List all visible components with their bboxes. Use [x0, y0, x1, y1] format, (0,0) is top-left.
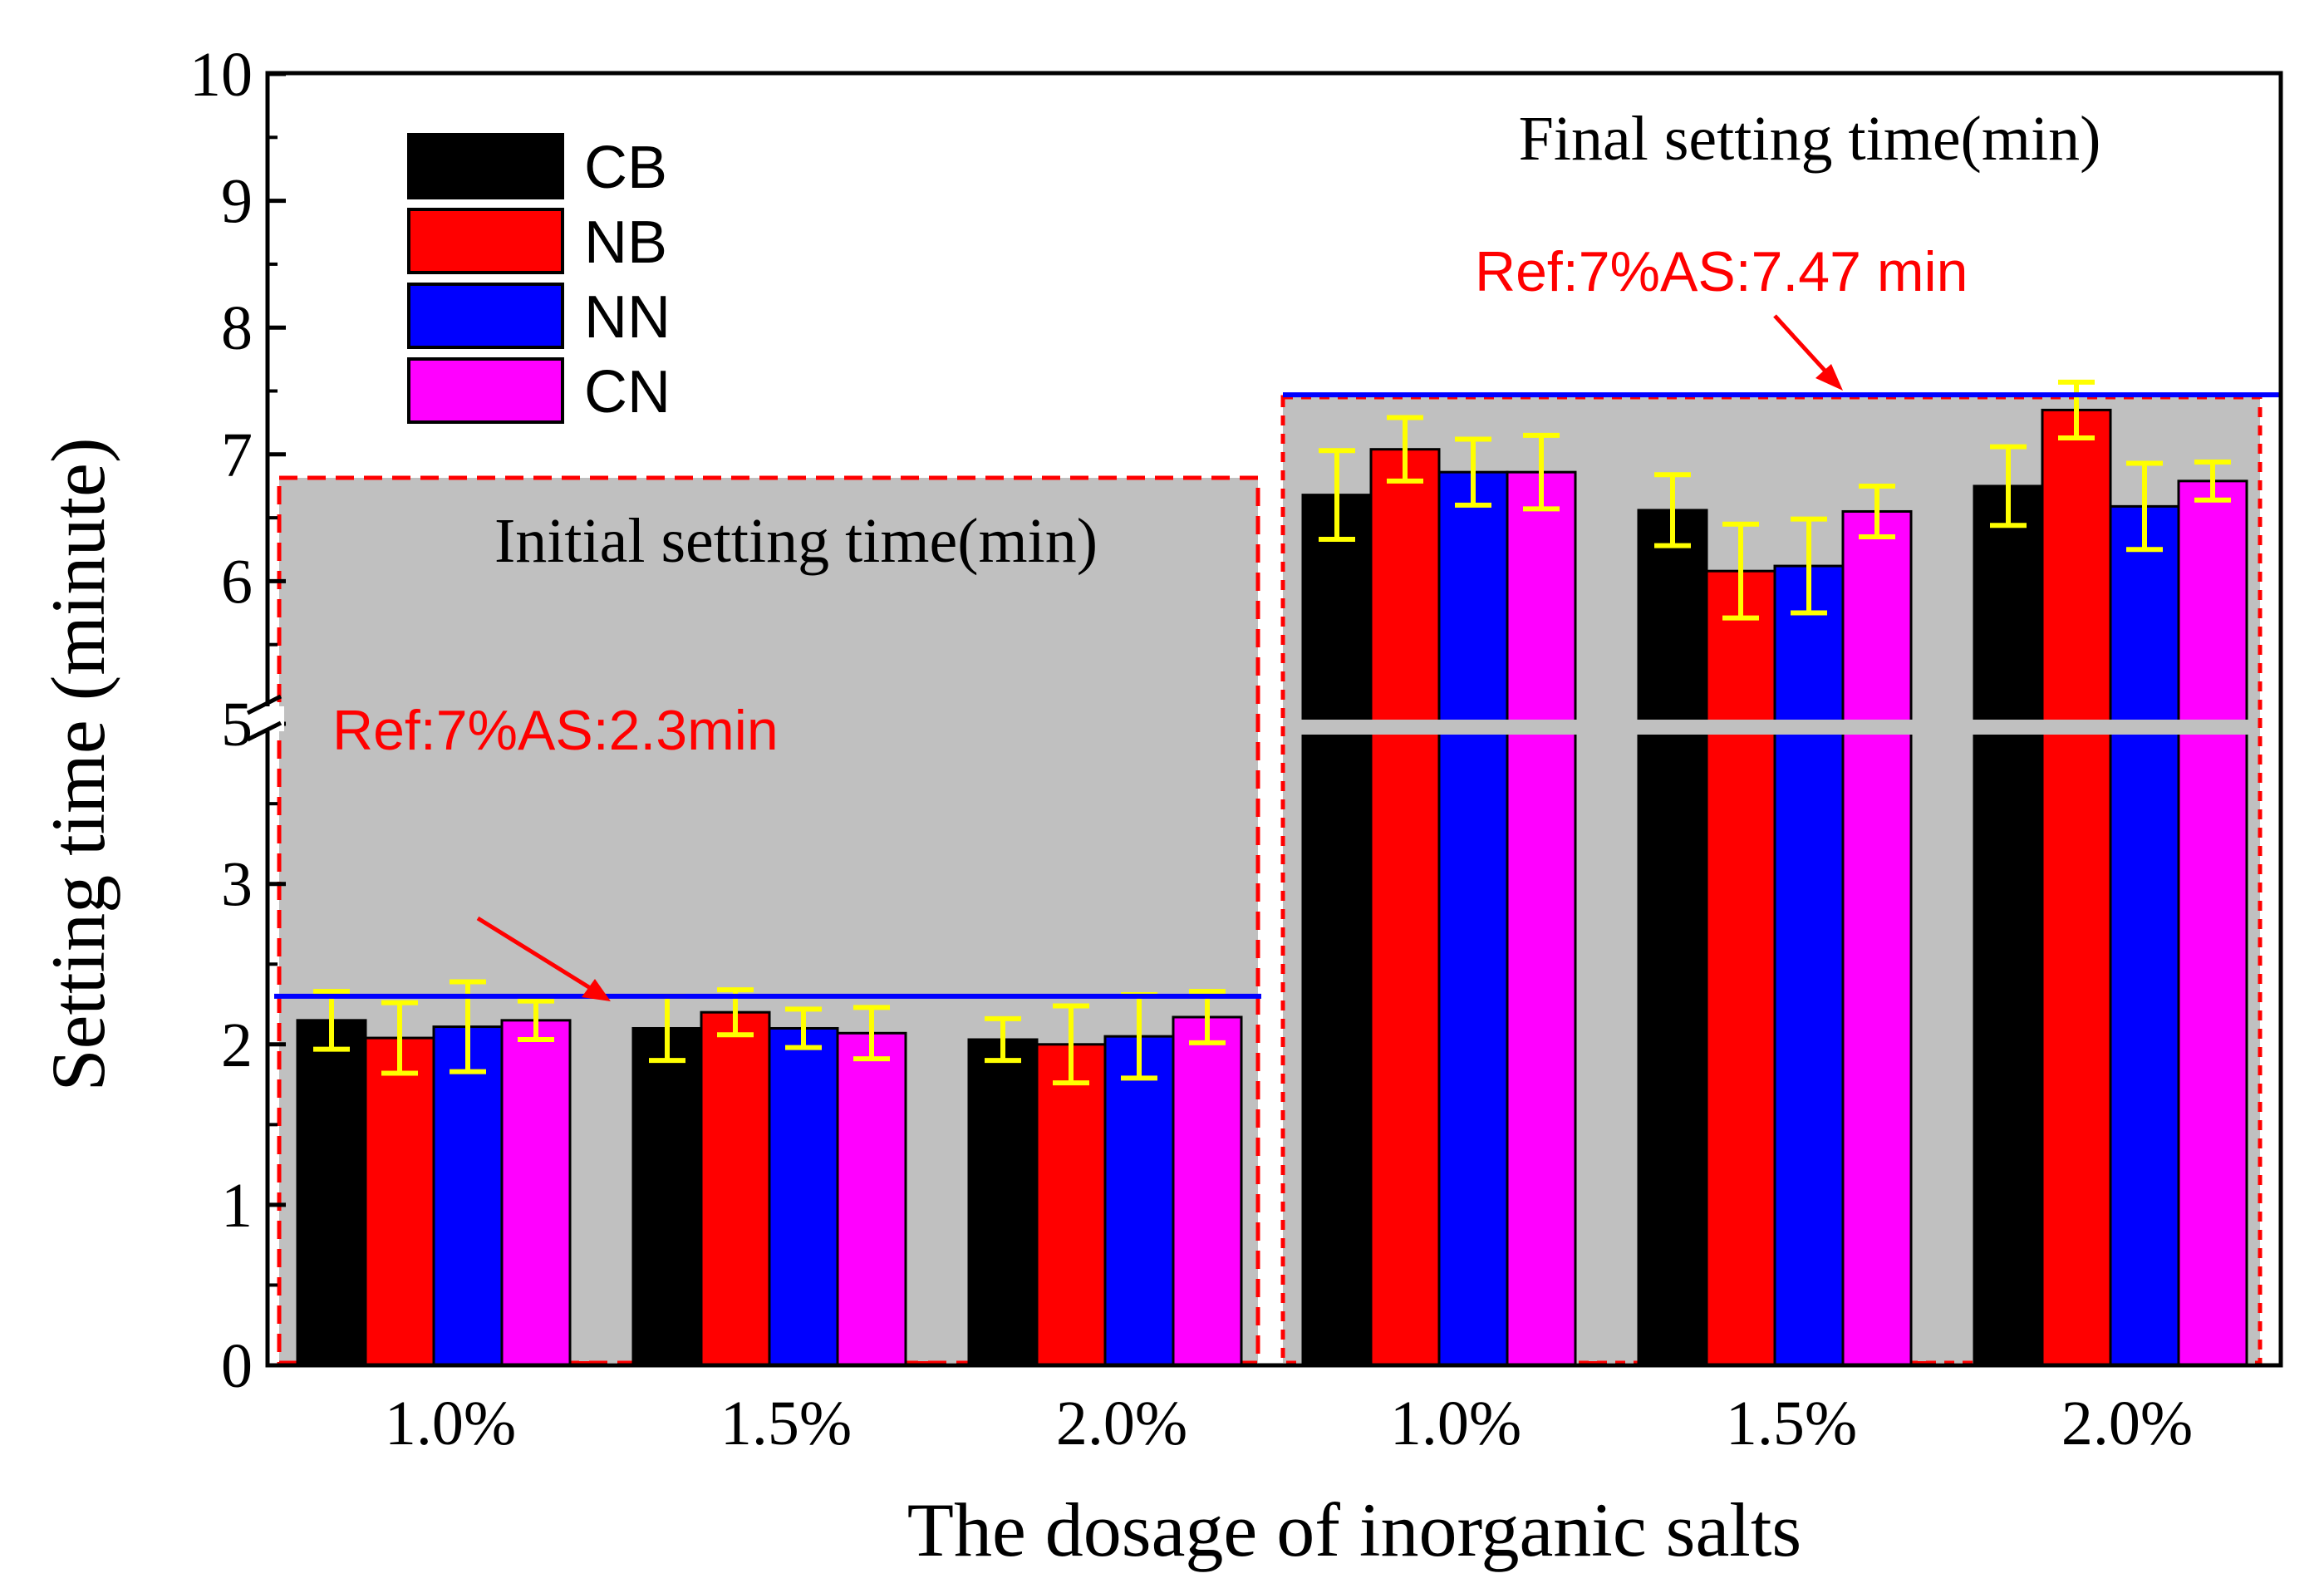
error-bar-nn-6 [2126, 460, 2163, 553]
legend-swatch [407, 208, 564, 274]
y-tick-label: 3 [221, 850, 253, 920]
x-tick-label: 1.0% [385, 1389, 516, 1458]
bar-nn-1 [432, 1025, 504, 1367]
x-tick-label: 2.0% [2061, 1389, 2193, 1458]
legend-item-cn: CN [407, 357, 671, 425]
bar-nn-3 [1103, 1035, 1175, 1367]
legend-swatch [407, 357, 564, 424]
y-tick-label: 0 [221, 1331, 253, 1401]
bar-nn-5 [1773, 564, 1845, 1367]
legend-item-nn: NN [407, 283, 671, 351]
error-bar-nn-2 [785, 1006, 822, 1050]
error-bar-cn-5 [1859, 483, 1895, 539]
bar-cb-6 [1973, 484, 2044, 1367]
error-bar-cn-1 [518, 998, 554, 1043]
error-bar-nn-5 [1791, 516, 1827, 616]
error-bar-cb-3 [985, 1015, 1021, 1064]
bar-cb-5 [1637, 509, 1708, 1367]
y-tick-label: 10 [189, 40, 253, 110]
error-bar-cb-6 [1990, 444, 2027, 529]
y-axis-break-mark [246, 694, 284, 742]
y-tick-label: 2 [221, 1010, 253, 1080]
y-tick-label: 1 [221, 1171, 253, 1241]
x-axis-title: The dosage of inorganic salts [907, 1487, 1801, 1572]
bar-nb-6 [2041, 408, 2112, 1367]
error-bar-nb-6 [2058, 379, 2095, 440]
bar-cn-4 [1506, 470, 1577, 1367]
bar-cb-3 [967, 1038, 1039, 1367]
bar-cn-6 [2177, 479, 2248, 1367]
initial-ref-label: Ref:7%AS:2.3min [332, 699, 779, 762]
axis-break-band [1292, 720, 2256, 735]
legend-label: NB [584, 209, 667, 276]
y-axis-title: Setting time (minute) [36, 438, 120, 1092]
y-tick-label: 6 [221, 547, 253, 617]
error-bar-cn-3 [1189, 989, 1226, 1045]
error-bar-nb-4 [1387, 415, 1423, 484]
bar-nn-2 [768, 1026, 839, 1367]
initial-group-title: Initial setting time(min) [494, 506, 1098, 576]
bar-cb-4 [1301, 494, 1373, 1367]
y-tick-label: 5 [221, 690, 253, 760]
bar-cb-2 [631, 1026, 703, 1367]
x-tick-label: 2.0% [1056, 1389, 1187, 1458]
bar-nn-4 [1437, 470, 1509, 1367]
error-bar-cb-4 [1319, 448, 1355, 543]
error-bar-cn-6 [2194, 459, 2231, 503]
error-bar-cn-2 [853, 1005, 890, 1062]
axes-layer: 1.0% 1.5% 2.0% 1.0% 1.5% 2.0% 0 1 2 3 5 6 7 8 9 10 [189, 40, 2283, 1458]
final-group-title: Final setting time(min) [1519, 104, 2101, 174]
bar-cn-3 [1172, 1015, 1243, 1367]
final-ref-label: Ref:7%AS:7.47 min [1475, 240, 1968, 303]
legend: CB NB NN CN [407, 133, 671, 425]
bars-layer [296, 408, 2248, 1367]
initial-ref-arrow [476, 916, 611, 1001]
x-tick-label: 1.0% [1390, 1389, 1521, 1458]
axis-break-band-rect [1292, 720, 2256, 735]
legend-item-nb: NB [407, 208, 667, 276]
legend-label: NN [584, 284, 671, 351]
x-tick-label: 1.5% [1726, 1389, 1857, 1458]
bar-nb-4 [1369, 448, 1441, 1367]
legend-item-cb: CB [407, 133, 667, 201]
bar-cn-5 [1841, 509, 1913, 1367]
error-bar-nb-3 [1053, 1003, 1089, 1086]
bar-nb-1 [364, 1036, 435, 1367]
legend-label: CN [584, 359, 671, 425]
error-bar-nn-4 [1455, 436, 1491, 508]
bar-nn-6 [2109, 504, 2180, 1367]
reference-lines-layer [274, 392, 2281, 999]
bar-nb-3 [1035, 1043, 1107, 1367]
bar-cn-2 [836, 1031, 907, 1367]
x-tick-label: 1.5% [720, 1389, 852, 1458]
error-bar-cb-5 [1654, 472, 1691, 548]
legend-swatch [407, 283, 564, 349]
error-bar-nb-5 [1722, 521, 1759, 621]
error-bar-cb-1 [313, 989, 350, 1052]
bar-nb-2 [700, 1010, 771, 1367]
error-bar-nb-1 [381, 1000, 418, 1076]
legend-label: CB [584, 135, 667, 201]
error-bar-cn-4 [1523, 432, 1560, 512]
bar-cb-1 [296, 1019, 367, 1367]
y-tick-label: 9 [221, 167, 253, 237]
bar-nb-5 [1705, 569, 1776, 1367]
y-tick-label: 7 [221, 420, 253, 490]
legend-swatch [407, 133, 564, 199]
y-tick-label: 8 [221, 293, 253, 363]
final-ref-arrow [1773, 314, 1843, 391]
bar-cn-1 [500, 1019, 572, 1367]
